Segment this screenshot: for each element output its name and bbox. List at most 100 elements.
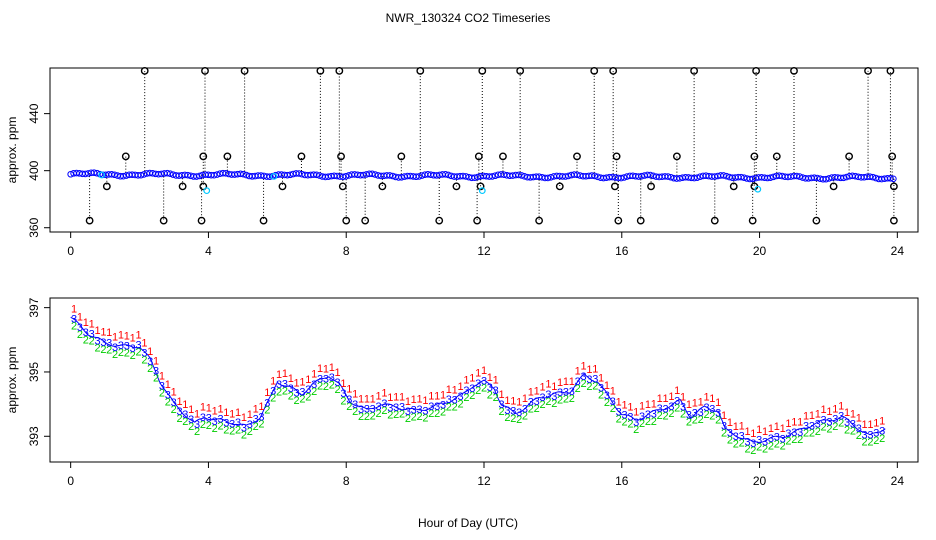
avg-series-2-label: 2 [182, 416, 188, 428]
raw-baseline-point [562, 173, 569, 180]
raw-baseline-point [840, 174, 847, 182]
avg-series-3-label: 3 [774, 431, 780, 443]
avg-series-2-label: 2 [709, 410, 715, 422]
raw-spike-high-point [590, 66, 599, 75]
avg-series-2-label: 2 [165, 396, 171, 408]
avg-series-3-label: 3 [645, 409, 651, 421]
avg-series-3-label: 3 [528, 397, 534, 409]
avg-series-1-label: 1 [627, 401, 633, 413]
raw-baseline-point [339, 173, 347, 181]
avg-series-2-label: 2 [785, 435, 791, 447]
avg-series-3-label: 3 [159, 381, 165, 393]
raw-spike-mid-low-point [610, 182, 619, 191]
avg-series-1-label: 1 [803, 410, 809, 422]
avg-series-2-label: 2 [598, 390, 604, 402]
avg-series-2-label: 2 [176, 413, 182, 425]
avg-series-2-label: 2 [838, 418, 844, 430]
avg-series-2-label: 2 [463, 392, 469, 404]
avg-series-2-label: 2 [124, 348, 130, 360]
avg-series-2-label: 2 [504, 412, 510, 424]
raw-spike-mid-low-point [889, 182, 898, 191]
avg-series-2-label: 2 [188, 421, 194, 433]
avg-series-1-label: 1 [703, 392, 709, 404]
avg-series-1-label: 1 [229, 408, 235, 420]
avg-series-3-label: 3 [405, 406, 411, 418]
avg-xtick-label: 20 [753, 474, 767, 488]
avg-series-2-label: 2 [147, 363, 153, 375]
avg-series-3-label: 3 [744, 436, 750, 448]
avg-series-1-label: 1 [370, 393, 376, 405]
avg-series-2-label: 2 [452, 402, 458, 414]
avg-series-2-label: 2 [633, 424, 639, 436]
raw-baseline-point [313, 171, 320, 179]
avg-series-2-label: 2 [370, 411, 376, 423]
avg-series-1-label: 1 [768, 423, 774, 435]
avg-series-3-label: 3 [621, 410, 627, 422]
avg-series-2-label: 2 [522, 411, 528, 423]
avg-series-1-label: 1 [399, 391, 405, 403]
avg-series-2-label: 2 [639, 418, 645, 430]
avg-series-3-label: 3 [703, 402, 709, 414]
avg-series-2-label: 2 [592, 381, 598, 393]
raw-baseline-point [617, 174, 625, 182]
raw-spike-low-point [473, 216, 482, 225]
raw-spike-high-point [690, 66, 699, 75]
avg-ytick-label: 395 [27, 362, 41, 382]
avg-series-2-label: 2 [376, 408, 382, 420]
avg-series-2-label: 2 [387, 410, 393, 422]
avg-series-1-label: 1 [428, 391, 434, 403]
avg-series-2-label: 2 [879, 433, 885, 445]
avg-series-2-label: 2 [481, 383, 487, 395]
avg-series-3-label: 3 [762, 437, 768, 449]
avg-series-3-label: 3 [422, 405, 428, 417]
raw-panel-ylabel: approx. ppm [5, 117, 19, 184]
avg-series-3-label: 3 [668, 401, 674, 413]
avg-series-2-label: 2 [276, 386, 282, 398]
avg-series-3-label: 3 [346, 394, 352, 406]
raw-spike-high-point [790, 66, 798, 75]
avg-series-2-label: 2 [580, 378, 586, 390]
raw-xtick-label: 0 [67, 244, 74, 258]
raw-baseline-point [793, 172, 801, 180]
avg-xtick-label: 24 [891, 474, 905, 488]
avg-series-2-label: 2 [528, 404, 534, 416]
avg-series-3-label: 3 [247, 419, 253, 431]
avg-series-3-label: 3 [709, 403, 715, 415]
avg-series-2-label: 2 [212, 423, 218, 435]
avg-series-1-label: 1 [580, 361, 586, 373]
raw-xtick-label: 12 [477, 244, 491, 258]
avg-series-1-label: 1 [780, 423, 786, 435]
avg-series-1-label: 1 [141, 337, 147, 349]
avg-series-1-label: 1 [873, 417, 879, 429]
avg-series-1-label: 1 [621, 399, 627, 411]
avg-series-1-label: 1 [253, 403, 259, 415]
raw-baseline-point [196, 172, 203, 180]
raw-baseline-point [723, 172, 730, 180]
raw-baseline-point [515, 171, 522, 179]
avg-series-2-label: 2 [440, 407, 446, 419]
avg-series-3-label: 3 [463, 385, 469, 397]
raw-baseline-point [240, 170, 247, 178]
raw-panel-x-axis: 0 4 8 12 16 20 24 [67, 232, 904, 258]
avg-series-3-label: 3 [785, 428, 791, 440]
avg-series-1-label: 1 [657, 393, 663, 405]
avg-series-2-label: 2 [364, 411, 370, 423]
raw-baseline-point [491, 172, 499, 180]
avg-series-1-label: 1 [616, 396, 622, 408]
avg-series-2-label: 2 [393, 409, 399, 421]
avg-series-3-label: 3 [317, 373, 323, 385]
raw-spike-low-point [197, 216, 206, 225]
raw-spike-high-point [886, 66, 895, 75]
avg-series-1-label: 1 [545, 379, 551, 391]
avg-series-2-label: 2 [698, 414, 704, 426]
avg-series-3-label: 3 [153, 366, 159, 378]
raw-spike-mid-high-point [121, 152, 130, 161]
avg-series-3-label: 3 [106, 337, 112, 349]
avg-series-3-label: 3 [253, 414, 259, 426]
raw-spike-low-point [812, 216, 821, 225]
avg-series-1-label: 1 [879, 415, 885, 427]
avg-series-3-label: 3 [434, 401, 440, 413]
avg-series-3-label: 3 [411, 404, 417, 416]
x-axis-label: Hour of Day (UTC) [418, 516, 518, 530]
avg-series-2-label: 2 [499, 406, 505, 418]
